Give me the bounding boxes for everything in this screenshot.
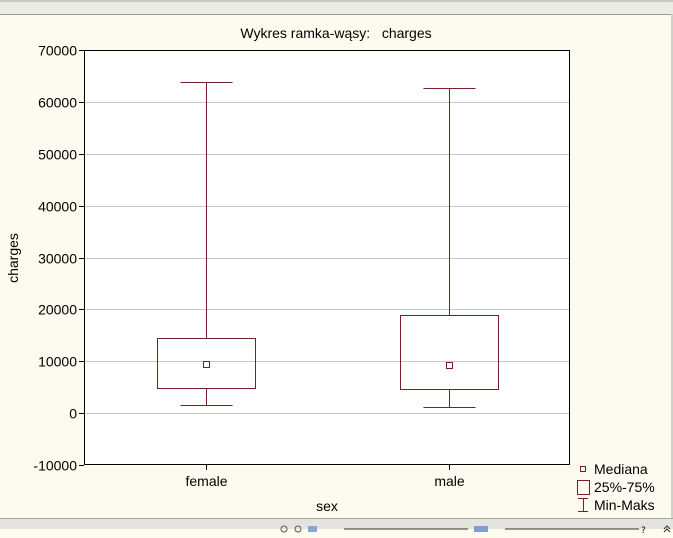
collapse-icon[interactable] xyxy=(662,520,672,533)
window-bottom-bar: ? xyxy=(0,518,673,536)
y-tick-label: 40000 xyxy=(38,199,77,215)
y-axis-label: charges xyxy=(5,233,21,283)
box-series xyxy=(157,82,499,408)
horizontal-scrollbar[interactable] xyxy=(344,520,494,532)
iqr-box xyxy=(157,338,256,389)
zoom-slider[interactable]: ? xyxy=(505,520,655,536)
median-marker xyxy=(203,361,210,368)
legend-item: 25%-75% xyxy=(577,479,655,495)
y-tick-label: 10000 xyxy=(38,354,77,370)
chart-title: Wykres ramka-wąsy: charges xyxy=(240,25,431,41)
x-axis: female male xyxy=(185,465,465,489)
plot-area xyxy=(84,50,570,465)
plot-frame xyxy=(84,50,570,465)
legend-item: Min-Maks xyxy=(578,497,655,513)
y-tick-label: 20000 xyxy=(38,302,77,318)
median-marker xyxy=(446,362,453,369)
iqr-box xyxy=(400,315,499,390)
legend-label: Min-Maks xyxy=(594,497,655,513)
legend-box-symbol xyxy=(577,480,590,495)
x-tick-label: male xyxy=(434,473,465,489)
y-tick-label: 70000 xyxy=(38,43,77,59)
y-tick-label: 50000 xyxy=(38,147,77,163)
legend-item: Mediana xyxy=(580,461,648,477)
zoom-icons[interactable] xyxy=(278,520,318,533)
legend: Mediana 25%-75% Min-Maks xyxy=(577,461,655,513)
svg-text:?: ? xyxy=(641,526,646,533)
y-tick-label: 30000 xyxy=(38,251,77,267)
box-male xyxy=(400,88,499,408)
y-tick-label: 60000 xyxy=(38,95,77,111)
box-female xyxy=(157,82,256,406)
window-top-strip xyxy=(0,0,673,15)
y-axis: -10000 0 10000 20000 30000 40000 50000 60000 700… xyxy=(33,43,84,474)
y-tick-label: -10000 xyxy=(33,458,77,474)
grid-lines xyxy=(84,102,570,414)
legend-label: Mediana xyxy=(594,461,648,477)
legend-label: 25%-75% xyxy=(594,479,655,495)
legend-median-symbol xyxy=(580,466,586,472)
x-tick-label: female xyxy=(185,473,227,489)
x-axis-label: sex xyxy=(316,498,338,514)
y-tick-label: 0 xyxy=(69,406,77,422)
window-top-edge xyxy=(0,0,673,2)
window-right-edge xyxy=(671,14,673,520)
